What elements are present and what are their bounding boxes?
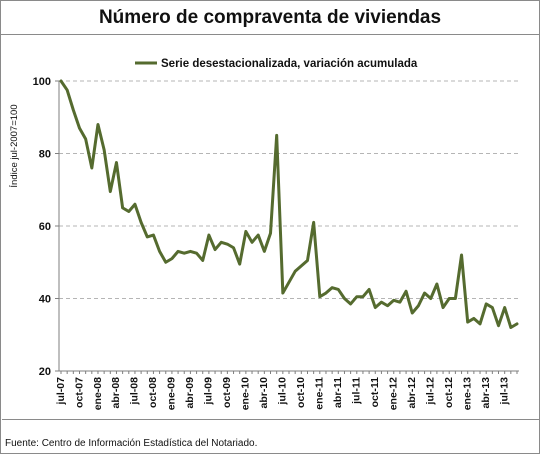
- x-tick-label: abr-13: [480, 377, 492, 409]
- x-tick-label: oct-07: [73, 377, 85, 408]
- x-tick-label: jul-11: [351, 377, 363, 405]
- x-tick-label: jul-09: [203, 377, 215, 406]
- x-tick-label: abr-09: [184, 377, 196, 409]
- y-tick-label: 20: [39, 366, 51, 378]
- y-tick-label: 80: [39, 149, 51, 161]
- series-layer: [59, 79, 519, 329]
- x-tick-label: jul-08: [129, 377, 141, 406]
- x-tick-label: oct-08: [147, 377, 159, 408]
- x-tick-label: ene-12: [388, 377, 400, 410]
- y-axis-label: Índice jul-2007=100: [9, 104, 20, 187]
- x-tick-label: oct-12: [443, 377, 455, 408]
- x-tick-label: oct-11: [369, 377, 381, 408]
- legend-label: Serie desestacionalizada, variación acum…: [161, 58, 418, 70]
- chart-title: Número de compraventa de viviendas: [98, 7, 442, 28]
- x-tick-label: ene-11: [314, 377, 326, 410]
- legend: Serie desestacionalizada, variación acum…: [135, 58, 418, 70]
- x-tick-label: jul-12: [425, 377, 437, 406]
- x-tick-label: abr-10: [258, 377, 270, 409]
- x-tick-label: abr-12: [406, 377, 418, 409]
- x-tick-label: ene-09: [166, 377, 178, 410]
- title-band: Número de compraventa de viviendas: [1, 1, 539, 35]
- y-tick-label: 60: [39, 221, 51, 233]
- line-chart: 20 40 60 80 100 jul-07 oct-07 ene-08 abr-08 jul-0…: [9, 58, 519, 410]
- x-tick-label: jul-13: [498, 377, 510, 406]
- chart-area: 20 40 60 80 100 jul-07 oct-07 ene-08 abr-08 jul-0…: [2, 35, 539, 420]
- x-tick-label: ene-13: [461, 377, 473, 410]
- axes: 20 40 60 80 100 jul-07 oct-07 ene-08 abr-08 jul-0…: [33, 76, 519, 410]
- x-tick-label: abr-08: [110, 377, 122, 409]
- y-tick-label: 40: [39, 294, 51, 306]
- x-tick-label: ene-08: [92, 377, 104, 410]
- x-tick-label: jul-10: [277, 377, 289, 406]
- x-tick-label: ene-10: [240, 377, 252, 410]
- x-tick-label: oct-10: [295, 377, 307, 408]
- x-tick-label: oct-09: [221, 377, 233, 408]
- x-tick-label: abr-11: [332, 377, 344, 408]
- x-tick-label: jul-07: [55, 377, 67, 406]
- series-line: [59, 79, 519, 329]
- source-note: Fuente: Centro de Información Estadístic…: [5, 438, 258, 449]
- y-tick-label: 100: [33, 76, 51, 88]
- gridlines: [59, 80, 519, 299]
